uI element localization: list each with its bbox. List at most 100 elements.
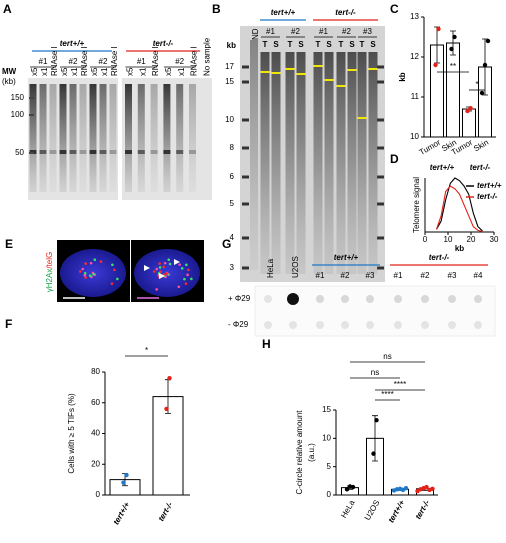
kb-label: kb <box>227 41 236 50</box>
ladder-band <box>242 202 249 206</box>
ladder-band <box>377 65 384 69</box>
gel-band <box>109 150 117 154</box>
blot-dot <box>289 321 297 329</box>
lane-label: x1 <box>70 67 79 76</box>
gel-band <box>189 150 196 154</box>
lane-label: T <box>263 40 268 49</box>
arrowhead <box>174 259 180 265</box>
x-tick-label: U2OS <box>363 499 382 522</box>
ladder-band <box>242 118 249 122</box>
x-tick-label: 20 <box>467 235 476 244</box>
foci <box>78 270 82 273</box>
sample-label: #3 <box>363 27 372 36</box>
gel-band <box>39 150 47 154</box>
y-tick-label: 5 <box>327 462 332 471</box>
significance-label: ns <box>383 352 391 361</box>
group-label: tert+/+ <box>60 39 85 48</box>
y-tick-label: 10 <box>322 433 331 442</box>
ladder-band <box>242 80 249 84</box>
data-point <box>433 62 438 68</box>
gel-smear <box>296 52 306 274</box>
line-series <box>436 177 483 232</box>
sample-label: #3 <box>448 271 457 280</box>
blot-dot <box>287 293 299 305</box>
x-tick-label: Skin <box>472 138 490 154</box>
mw-label: MW <box>2 67 17 76</box>
lane-label: x1 <box>100 67 109 76</box>
ladder-band <box>377 80 384 84</box>
gel-smear <box>29 84 37 192</box>
foci <box>168 262 172 266</box>
foci <box>116 277 119 281</box>
lane-label: RNAse I <box>80 46 89 76</box>
foci <box>162 265 166 269</box>
foci <box>84 262 87 265</box>
blot-dot <box>341 295 349 303</box>
lane-label: T <box>360 40 365 49</box>
gel-band <box>59 150 67 154</box>
foci <box>99 260 103 263</box>
data-point <box>344 487 350 492</box>
line-series <box>435 185 483 232</box>
gel-band <box>79 150 87 154</box>
x-tick-label: 0 <box>423 235 428 244</box>
ladder-band <box>242 175 249 179</box>
sample-label: #1 <box>39 57 48 66</box>
group-label: tert-/- <box>335 8 356 17</box>
foci <box>93 258 97 262</box>
y-tick-label: 0 <box>96 490 101 499</box>
foci <box>110 282 114 285</box>
gel-smear <box>99 84 107 192</box>
foci <box>185 263 188 267</box>
lane-label: RNAse I <box>151 46 160 76</box>
x-tick-label: tert-/- <box>157 500 175 522</box>
y-axis-label: Cells with ≥ 5 TIFs (%) <box>67 393 76 474</box>
blot-dot <box>394 321 402 329</box>
lane-label: RNAse I <box>50 46 59 76</box>
kb-tick-label: 4 <box>230 233 235 242</box>
significance-label: * <box>475 80 478 89</box>
foci <box>88 274 92 277</box>
foci <box>165 272 169 275</box>
error-bar <box>450 30 456 56</box>
gel-smear <box>271 52 281 274</box>
sample-label: U2OS <box>291 256 300 278</box>
data-point <box>124 472 129 478</box>
lane-label: x1 <box>138 67 147 76</box>
gel-smear <box>39 84 47 192</box>
sample-label: #1 <box>319 27 328 36</box>
gel-smear <box>137 84 145 192</box>
stain-label-part: /telG <box>45 252 54 269</box>
ladder-band <box>242 65 249 69</box>
gel-smear <box>347 52 357 274</box>
x-tick-label: tert+/+ <box>387 498 407 524</box>
bar <box>446 42 460 138</box>
gel-band <box>137 150 145 154</box>
gel-smear <box>324 52 334 274</box>
y-axis-label: kb <box>398 72 407 81</box>
gel-smear <box>109 84 117 192</box>
group-label: tert-/- <box>157 242 178 251</box>
mw-tick-label: 150 <box>11 93 25 102</box>
group-label: tert-/- <box>153 39 174 48</box>
data-point <box>479 90 485 96</box>
foci <box>178 263 181 266</box>
lane-label: x5 <box>30 67 39 76</box>
blot-dot <box>474 295 482 303</box>
lane-label: x5 <box>126 67 135 76</box>
kb-tick-label: 8 <box>230 143 235 152</box>
foci <box>89 261 93 265</box>
group-label: tert-/- <box>470 163 491 172</box>
sample-label: #4 <box>474 271 483 280</box>
foci <box>111 263 114 267</box>
gel-smear <box>357 52 367 274</box>
lane-label: x5 <box>164 67 173 76</box>
gel-smear <box>250 40 258 270</box>
blot-dot <box>421 321 429 329</box>
sample-label: #2 <box>341 271 350 280</box>
lane-label: x5 <box>60 67 69 76</box>
sample-label: #1 <box>316 271 325 280</box>
foci <box>84 276 87 279</box>
sample-label: #2 <box>99 57 108 66</box>
panel-letter: C <box>390 2 399 16</box>
